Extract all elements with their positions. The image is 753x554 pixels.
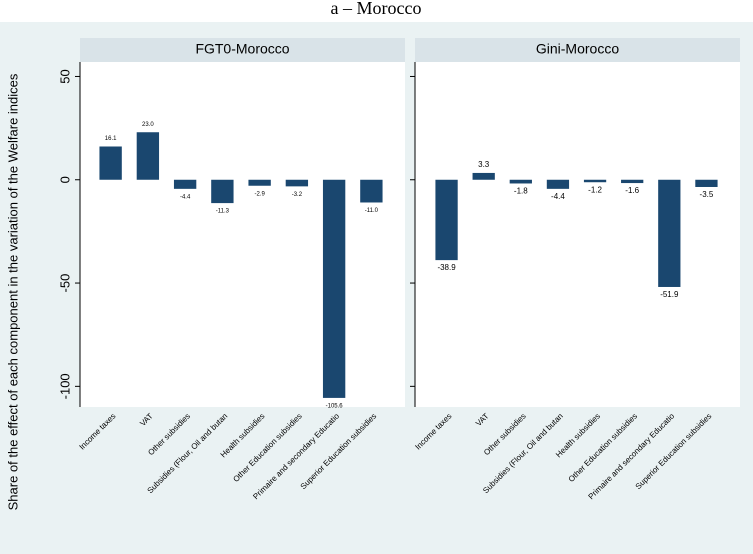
- bar: [322, 179, 346, 398]
- value-label: -1.2: [588, 185, 602, 194]
- bar: [435, 179, 458, 261]
- value-label: 23.0: [142, 122, 154, 128]
- value-label: -2.9: [254, 191, 265, 197]
- value-label: -3.2: [292, 192, 303, 198]
- panel-header: [415, 38, 740, 62]
- bar: [360, 179, 383, 203]
- bar: [695, 179, 718, 187]
- bar: [509, 179, 532, 184]
- bar: [136, 132, 160, 180]
- value-label: -105.6: [326, 403, 344, 409]
- value-label: -4.4: [180, 194, 191, 200]
- bar: [285, 179, 309, 187]
- panel-title: Gini-Morocco: [536, 41, 619, 57]
- y-tick-label: -50: [57, 274, 72, 293]
- value-label: -11.3: [216, 209, 230, 215]
- y-tick-label: 0: [57, 176, 72, 183]
- y-axis-label: Share of the effect of each component in…: [5, 73, 20, 510]
- bar: [621, 179, 644, 184]
- value-label: -11.0: [365, 208, 379, 214]
- value-label: 16.1: [105, 136, 117, 142]
- bar: [658, 179, 681, 287]
- y-tick-label: 50: [57, 69, 72, 83]
- panel-header: [80, 38, 405, 62]
- figure-title: a – Morocco: [331, 0, 422, 18]
- bar: [546, 179, 570, 189]
- plot-area: [415, 62, 740, 407]
- value-label: -51.9: [660, 290, 679, 299]
- bar: [583, 179, 607, 183]
- bar: [99, 146, 122, 180]
- bar: [472, 172, 495, 180]
- y-tick-label: -100: [57, 373, 72, 399]
- plot-area: [80, 62, 405, 407]
- bar: [173, 179, 197, 189]
- panel-title: FGT0-Morocco: [195, 41, 289, 57]
- value-label: -4.4: [551, 192, 565, 201]
- value-label: 3.3: [478, 160, 490, 169]
- value-label: -1.8: [514, 187, 528, 196]
- value-label: -3.5: [700, 190, 714, 199]
- bar: [248, 179, 271, 186]
- value-label: -38.9: [437, 263, 456, 272]
- bar: [211, 179, 234, 204]
- value-label: -1.6: [625, 186, 639, 195]
